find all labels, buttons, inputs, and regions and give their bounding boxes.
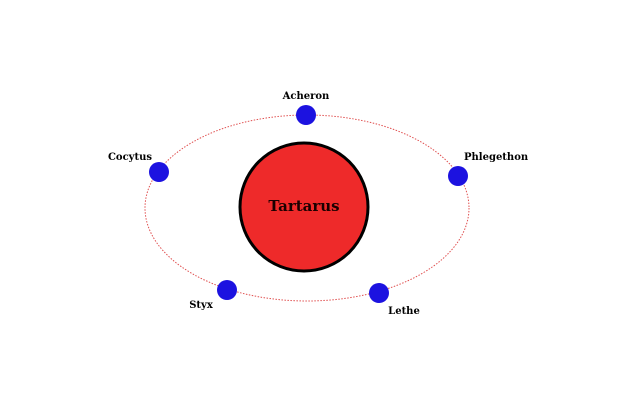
orbit-ring	[144, 114, 470, 302]
phlegethon-node	[448, 166, 468, 186]
cocytus-node	[149, 162, 169, 182]
phlegethon-label: Phlegethon	[464, 152, 529, 163]
acheron-node	[296, 105, 316, 125]
tartarus-label: Tartarus	[268, 197, 339, 215]
tartarus-circle	[238, 141, 370, 273]
styx-node	[217, 280, 237, 300]
lethe-node	[369, 283, 389, 303]
styx-label: Styx	[189, 300, 214, 311]
lethe-label: Lethe	[388, 306, 420, 317]
acheron-label: Acheron	[282, 91, 330, 102]
cocytus-label: Cocytus	[108, 152, 152, 163]
